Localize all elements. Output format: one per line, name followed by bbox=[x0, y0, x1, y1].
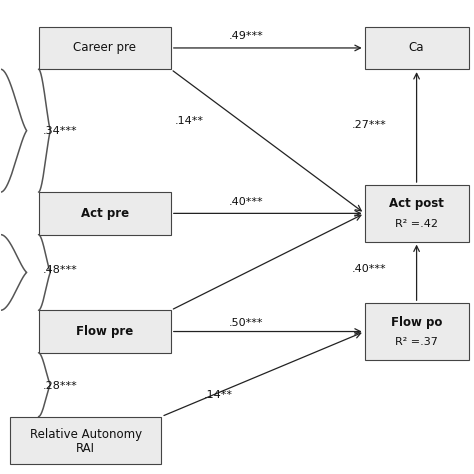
Text: .49***: .49*** bbox=[229, 31, 264, 41]
FancyBboxPatch shape bbox=[365, 27, 469, 69]
Text: Ca: Ca bbox=[409, 41, 424, 55]
FancyBboxPatch shape bbox=[38, 192, 171, 235]
Text: Act pre: Act pre bbox=[81, 207, 129, 220]
Text: .28***: .28*** bbox=[42, 381, 77, 391]
Text: Flow pre: Flow pre bbox=[76, 325, 133, 338]
Text: Career pre: Career pre bbox=[73, 41, 136, 55]
FancyBboxPatch shape bbox=[38, 27, 171, 69]
Text: .14**: .14** bbox=[175, 116, 204, 126]
Text: .50***: .50*** bbox=[229, 318, 264, 328]
Text: R² =.42: R² =.42 bbox=[395, 219, 438, 229]
Text: .48***: .48*** bbox=[42, 265, 77, 275]
Text: RAI: RAI bbox=[76, 442, 95, 455]
Text: .27***: .27*** bbox=[352, 120, 387, 130]
Text: R² =.37: R² =.37 bbox=[395, 337, 438, 347]
Text: .34***: .34*** bbox=[43, 126, 77, 136]
FancyBboxPatch shape bbox=[10, 417, 161, 464]
FancyBboxPatch shape bbox=[365, 303, 469, 360]
FancyBboxPatch shape bbox=[38, 310, 171, 353]
FancyBboxPatch shape bbox=[365, 185, 469, 242]
Text: .40***: .40*** bbox=[352, 264, 387, 274]
Text: Relative Autonomy: Relative Autonomy bbox=[30, 428, 142, 441]
Text: Act post: Act post bbox=[389, 197, 444, 210]
Text: .14**: .14** bbox=[204, 390, 233, 401]
Text: Flow po: Flow po bbox=[391, 316, 442, 328]
Text: .40***: .40*** bbox=[229, 197, 264, 207]
